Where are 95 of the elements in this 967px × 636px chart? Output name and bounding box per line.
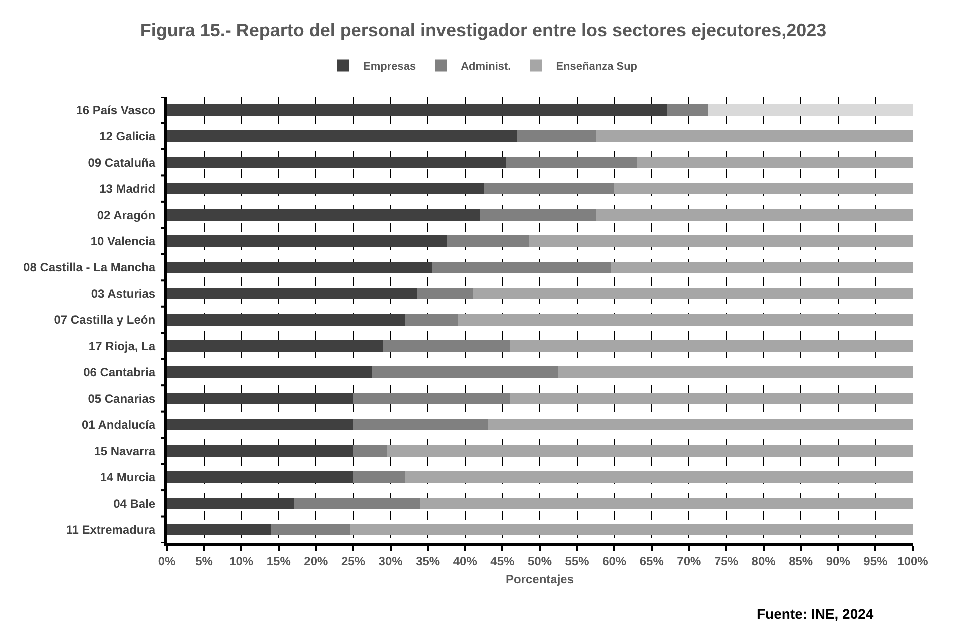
bar bbox=[372, 366, 559, 378]
bar bbox=[167, 104, 667, 116]
bar bbox=[596, 130, 913, 142]
bar bbox=[167, 130, 518, 142]
bar bbox=[167, 524, 272, 536]
x-tick-label: 15% bbox=[266, 554, 292, 568]
x-tick-label: 55% bbox=[565, 554, 590, 568]
bar bbox=[354, 445, 388, 457]
x-tick-label: 35% bbox=[416, 554, 440, 568]
bar bbox=[510, 392, 913, 404]
bar bbox=[271, 524, 350, 536]
bar bbox=[167, 340, 384, 352]
bar bbox=[510, 340, 913, 352]
bar bbox=[458, 314, 913, 326]
x-tick-label: 95% bbox=[864, 554, 888, 568]
bar bbox=[167, 183, 484, 195]
legend-label: Empresas bbox=[364, 61, 416, 74]
bar bbox=[167, 366, 372, 378]
bar bbox=[354, 392, 510, 404]
bar bbox=[167, 419, 354, 431]
bar bbox=[167, 472, 354, 484]
y-tick-label: 16 País Vasco bbox=[76, 103, 156, 118]
bar bbox=[432, 262, 611, 274]
y-tick-label: 13 Madrid bbox=[100, 182, 156, 196]
x-tick-label: 5% bbox=[196, 554, 214, 568]
x-axis-title: Porcentajes bbox=[506, 572, 574, 586]
bar bbox=[472, 288, 913, 300]
bar bbox=[636, 156, 913, 168]
bar bbox=[596, 209, 913, 221]
bar bbox=[406, 472, 913, 484]
bar bbox=[167, 288, 417, 300]
bar bbox=[528, 236, 913, 248]
y-tick-label: 05 Canarias bbox=[88, 392, 156, 406]
bar bbox=[666, 104, 708, 116]
bar bbox=[167, 236, 447, 248]
bar bbox=[167, 498, 294, 510]
bar bbox=[614, 183, 913, 195]
bar bbox=[167, 262, 432, 274]
bar bbox=[558, 366, 913, 378]
x-tick-label: 25% bbox=[341, 554, 366, 568]
y-tick-label: 15 Navarra bbox=[94, 444, 156, 458]
bar bbox=[488, 419, 913, 431]
chart-title: Figura 15.- Reparto del personal investigador entre los sectores ejecutores,2023 bbox=[140, 20, 827, 40]
y-tick-label: 11 Extremadura bbox=[66, 523, 156, 538]
x-tick-label: 60% bbox=[602, 554, 627, 568]
bar bbox=[167, 314, 406, 326]
bar bbox=[383, 340, 510, 352]
x-tick-label: 30% bbox=[378, 554, 404, 568]
source-note: Fuente: INE, 2024 bbox=[757, 606, 874, 622]
y-tick-label: 08 Castilla - La Mancha bbox=[24, 260, 156, 275]
bar bbox=[350, 524, 913, 536]
bar bbox=[167, 156, 506, 168]
bar bbox=[708, 104, 913, 116]
bar bbox=[416, 288, 473, 300]
bar bbox=[610, 262, 913, 274]
bar bbox=[518, 130, 596, 142]
y-tick-label: 09 Cataluña bbox=[88, 156, 156, 170]
x-tick-label: 40% bbox=[453, 554, 478, 568]
bar bbox=[406, 314, 458, 326]
x-tick-label: 100% bbox=[898, 554, 929, 568]
bar bbox=[354, 472, 406, 484]
y-tick-label: 04 Bale bbox=[114, 496, 156, 511]
y-tick-label: 02 Aragón bbox=[97, 208, 156, 222]
x-tick-label: 80% bbox=[752, 554, 776, 568]
x-tick-label: 75% bbox=[714, 554, 739, 568]
y-tick-label: 14 Murcia bbox=[100, 470, 156, 485]
bar bbox=[167, 392, 354, 404]
x-tick-label: 45% bbox=[490, 554, 516, 568]
y-tick-label: 01 Andalucía bbox=[82, 418, 156, 432]
y-tick-label: 17 Rioja, La bbox=[88, 339, 156, 354]
bar bbox=[294, 498, 421, 510]
bar bbox=[506, 156, 637, 168]
legend-label: Administ. bbox=[461, 61, 512, 74]
bar bbox=[167, 445, 354, 457]
bar bbox=[420, 498, 913, 510]
bar bbox=[167, 209, 480, 221]
x-tick-label: 85% bbox=[789, 554, 814, 568]
x-tick-label: 70% bbox=[677, 554, 702, 568]
x-tick-label: 20% bbox=[304, 554, 329, 568]
y-tick-label: 03 Asturias bbox=[91, 286, 156, 301]
bar bbox=[480, 209, 596, 221]
x-tick-label: 0% bbox=[158, 554, 176, 568]
x-tick-label: 90% bbox=[826, 554, 851, 568]
y-tick-label: 06 Cantabria bbox=[84, 366, 156, 380]
bar bbox=[387, 445, 913, 457]
legend-label: Enseñanza Sup bbox=[556, 61, 638, 74]
bar bbox=[484, 183, 615, 195]
y-tick-label: 12 Galicia bbox=[100, 130, 156, 144]
bar bbox=[354, 419, 488, 431]
x-tick-label: 50% bbox=[528, 554, 552, 568]
y-tick-label: 07 Castilla y León bbox=[54, 313, 156, 328]
bar bbox=[446, 236, 529, 248]
x-tick-label: 10% bbox=[230, 554, 254, 568]
y-tick-label: 10 Valencia bbox=[90, 234, 156, 248]
x-tick-label: 65% bbox=[640, 554, 664, 568]
